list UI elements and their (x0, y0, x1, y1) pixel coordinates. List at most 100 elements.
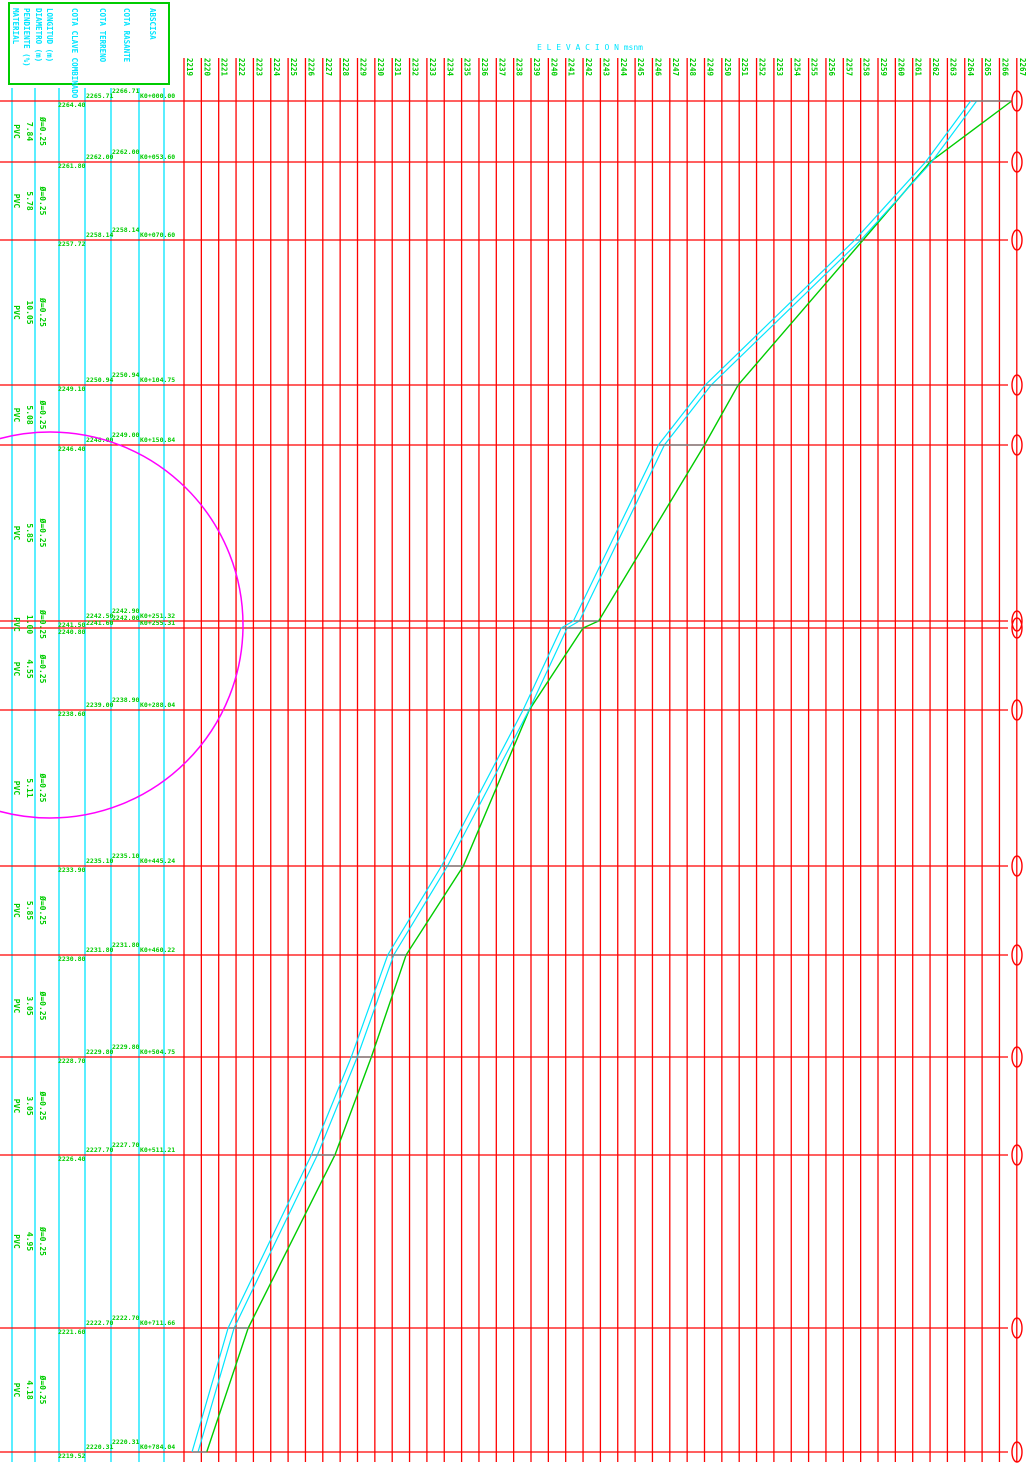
legend-label: LONGITUD (m) (45, 8, 54, 62)
clave-value: 2228.70 (58, 1057, 85, 1065)
material-value: PVC (12, 194, 21, 209)
material-value: PVC (12, 305, 21, 320)
legend-label: PENDIENTE (%) (22, 8, 31, 67)
terreno-value: 2220.31 (86, 1443, 113, 1451)
elevation-label: 2264 (966, 58, 975, 77)
legend-label: MATERIAL (11, 8, 20, 45)
rasante-value: 2249.00 (112, 431, 139, 439)
elevation-label: 2238 (515, 58, 524, 77)
slope-value: 3.05 (25, 1096, 34, 1115)
slope-value: 7.84 (25, 122, 34, 141)
diameter-value: Ø=0.25 (38, 518, 48, 548)
elevation-label: 2233 (428, 58, 437, 77)
manhole-marker (1011, 229, 1023, 251)
elevation-label: 2249 (706, 58, 715, 77)
abscisa-value: K0+711.66 (140, 1319, 175, 1327)
elevation-label: 2231 (393, 58, 402, 77)
material-value: PVC (12, 662, 21, 677)
slope-value: 4.18 (25, 1380, 34, 1399)
diameter-value: Ø=0.25 (38, 116, 48, 146)
rasante-value: 2220.31 (112, 1438, 139, 1446)
material-value: PVC (12, 1234, 21, 1249)
elevation-label: 2227 (324, 58, 333, 76)
diameter-value: Ø=0.25 (38, 1226, 48, 1256)
elevation-label: 2251 (740, 58, 749, 77)
pipe-profile (191, 100, 1013, 1453)
elevation-label: 2253 (775, 58, 784, 77)
clave-value: 2257.72 (58, 240, 85, 248)
elevation-label: 2242 (584, 58, 593, 76)
elevation-label: 2248 (688, 58, 697, 77)
elevation-label: 2261 (914, 58, 923, 77)
terreno-value: 2241.60 (86, 619, 113, 627)
elevation-label: 2234 (445, 58, 454, 77)
abscisa-value: K0+000.00 (140, 92, 175, 100)
abscisa-value: K0+445.24 (140, 857, 175, 865)
rasante-value: 2229.80 (112, 1043, 139, 1051)
material-value: PVC (12, 1099, 21, 1114)
diameter-value: Ø=0.25 (38, 297, 48, 327)
rasante-value: 2227.70 (112, 1141, 139, 1149)
manhole-marker (1011, 151, 1023, 173)
elevation-label: 2235 (463, 58, 472, 76)
clave-value: 2264.40 (58, 101, 85, 109)
legend-box (8, 2, 170, 85)
clave-value: 2221.60 (58, 1328, 85, 1336)
elevation-label: 2221 (220, 58, 229, 77)
rasante-value: 2222.70 (112, 1314, 139, 1322)
clave-value: 2246.40 (58, 445, 85, 453)
table-column-lines (11, 88, 165, 1462)
diameter-value: Ø=0.25 (38, 186, 48, 216)
manhole-marker (1011, 1144, 1023, 1166)
terreno-value: 2258.14 (86, 231, 113, 239)
legend-label: COTA TERRENO (98, 8, 107, 63)
abscisa-value: K0+288.04 (140, 701, 175, 709)
rasante-value: 2266.71 (112, 87, 139, 95)
terreno-value: 2239.00 (86, 701, 113, 709)
abscisa-value: K0+251.32 (140, 612, 175, 620)
elevation-label: 2244 (619, 58, 628, 77)
elevation-label: 2230 (376, 58, 385, 77)
elevation-label: 2220 (202, 58, 211, 77)
elevation-label: 2243 (601, 58, 610, 77)
terreno-value: 2248.00 (86, 436, 113, 444)
elevation-label: 2254 (792, 58, 801, 77)
slope-value: 1.00 (25, 615, 34, 634)
terreno-value: 2231.80 (86, 946, 113, 954)
diameter-value: Ø=0.25 (38, 609, 48, 639)
elevation-label: 2224 (272, 58, 281, 77)
clave-value: 2249.10 (58, 385, 85, 393)
elevation-label: 2223 (254, 58, 263, 77)
elevation-label: 2246 (653, 58, 662, 77)
manhole-marker (1011, 90, 1023, 112)
manhole-marker (1011, 434, 1023, 456)
material-value: PVC (12, 903, 21, 918)
elevation-label: 2226 (306, 58, 315, 77)
elevation-label: 2225 (289, 58, 298, 76)
terreno-value: 2265.71 (86, 92, 113, 100)
slope-value: 5.78 (25, 191, 34, 210)
abscisa-value: K0+150.84 (140, 436, 175, 444)
elevation-label: 2259 (879, 58, 888, 77)
pipe-invert-line (191, 100, 972, 1453)
elevation-label: 2229 (359, 58, 368, 77)
material-value: PVC (12, 526, 21, 541)
slope-value: 5.85 (25, 523, 34, 542)
clave-value: 2233.90 (58, 866, 85, 874)
elevation-label: 2239 (532, 58, 541, 77)
diameter-value: Ø=0.25 (38, 654, 48, 684)
legend-label: COTA CLAVE COMBINADO (70, 8, 79, 99)
legend-label: ABSCISA (148, 8, 157, 40)
terreno-value: 2242.50 (86, 612, 113, 620)
manhole-marker (1011, 699, 1023, 721)
station-lines (0, 100, 1008, 1453)
slope-value: 5.11 (25, 778, 34, 797)
diameter-value: Ø=0.25 (38, 1375, 48, 1405)
elevation-label: 2265 (983, 58, 992, 76)
elevation-label: 2219 (185, 58, 194, 77)
pipe-crown-line (197, 100, 978, 1453)
elevation-label: 2260 (896, 58, 905, 77)
elevation-label: 2257 (844, 58, 853, 76)
legend: ABSCISA COTA RASANTE COTA TERRENO COTA CLAV… (11, 8, 157, 99)
